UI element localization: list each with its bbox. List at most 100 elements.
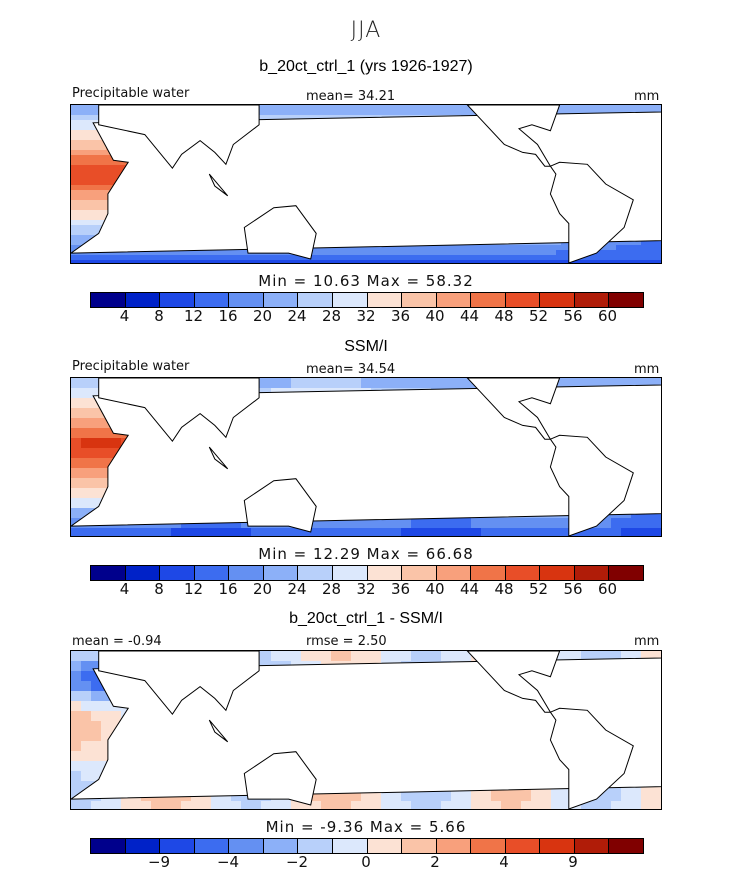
field-cell	[251, 255, 257, 261]
field-cell	[351, 255, 357, 261]
field-cell	[71, 150, 77, 156]
field-cell	[276, 110, 282, 116]
colorbar-swatch	[263, 293, 299, 307]
panel-2-mean-label: mean= 34.54	[306, 362, 396, 377]
field-cell	[91, 408, 102, 419]
field-cell	[86, 170, 92, 176]
field-cell	[331, 260, 337, 263]
field-cell	[461, 518, 472, 529]
field-cell	[486, 245, 492, 251]
field-cell	[656, 245, 661, 251]
field-cell	[91, 130, 97, 136]
colorbar-tick-label: 4	[119, 307, 130, 325]
field-cell	[306, 110, 312, 116]
field-cell	[556, 260, 562, 263]
field-cell	[86, 165, 92, 171]
field-cell	[266, 105, 272, 111]
field-cell	[121, 801, 132, 809]
field-cell	[76, 125, 82, 131]
field-cell	[281, 105, 287, 111]
field-cell	[591, 528, 602, 536]
field-cell	[346, 255, 352, 261]
field-cell	[236, 260, 242, 263]
field-cell	[381, 110, 387, 116]
field-cell	[386, 110, 392, 116]
field-cell	[291, 105, 297, 111]
field-cell	[311, 518, 322, 529]
field-cell	[86, 185, 92, 191]
field-cell	[446, 245, 452, 251]
field-cell	[431, 110, 437, 116]
field-cell	[386, 245, 392, 251]
field-cell	[656, 240, 661, 246]
field-cell	[456, 105, 462, 111]
field-cell	[521, 260, 527, 263]
panel-1-min-max: Min = 10.63 Max = 58.32	[258, 272, 474, 290]
field-cell	[111, 255, 117, 261]
field-cell	[71, 110, 77, 116]
field-cell	[616, 245, 622, 251]
field-cell	[606, 260, 612, 263]
field-cell	[191, 250, 197, 256]
field-cell	[96, 200, 102, 206]
field-cell	[96, 180, 102, 186]
field-cell	[506, 260, 512, 263]
field-cell	[91, 135, 97, 141]
field-cell	[96, 145, 102, 151]
field-cell	[486, 250, 492, 256]
field-cell	[386, 250, 392, 256]
field-cell	[126, 260, 132, 263]
field-cell	[361, 528, 372, 536]
panel-2-min-max: Min = 12.29 Max = 66.68	[258, 545, 474, 563]
field-cell	[606, 255, 612, 261]
field-cell	[181, 528, 192, 536]
colorbar-tick-label: 52	[528, 307, 549, 325]
field-cell	[626, 105, 632, 111]
field-cell	[371, 528, 382, 536]
field-cell	[201, 250, 207, 256]
panel-2-colorbar	[90, 565, 644, 581]
field-cell	[151, 528, 162, 536]
field-cell	[456, 255, 462, 261]
field-cell	[301, 255, 307, 261]
field-cell	[451, 110, 457, 116]
field-cell	[291, 110, 297, 116]
field-cell	[91, 145, 97, 151]
land-mass	[243, 478, 317, 533]
field-cell	[441, 260, 447, 263]
field-cell	[136, 260, 142, 263]
field-cell	[76, 165, 82, 171]
field-cell	[86, 155, 92, 161]
field-cell	[571, 105, 577, 111]
field-cell	[631, 105, 637, 111]
field-cell	[611, 528, 622, 536]
field-cell	[71, 498, 82, 509]
colorbar-swatch	[160, 293, 195, 307]
field-cell	[241, 250, 247, 256]
field-cell	[321, 528, 332, 536]
field-cell	[381, 250, 387, 256]
field-cell	[651, 528, 661, 536]
field-cell	[121, 160, 127, 166]
field-cell	[151, 260, 157, 263]
field-cell	[151, 250, 157, 256]
field-cell	[71, 488, 82, 499]
field-cell	[231, 518, 242, 529]
field-cell	[411, 105, 417, 111]
field-cell	[401, 378, 412, 389]
field-cell	[81, 701, 92, 712]
colorbar-tick-label: 36	[390, 580, 411, 598]
field-cell	[336, 105, 342, 111]
field-cell	[101, 428, 112, 439]
field-cell	[476, 250, 482, 256]
field-cell	[96, 135, 102, 141]
field-cell	[161, 250, 167, 256]
field-cell	[76, 255, 82, 261]
colorbar-tick-label: 40	[425, 307, 445, 325]
colorbar-swatch	[402, 566, 437, 580]
field-cell	[211, 250, 217, 256]
colorbar-tick-label: 32	[356, 307, 376, 325]
field-cell	[221, 528, 232, 536]
field-cell	[621, 378, 632, 389]
field-cell	[621, 528, 632, 536]
